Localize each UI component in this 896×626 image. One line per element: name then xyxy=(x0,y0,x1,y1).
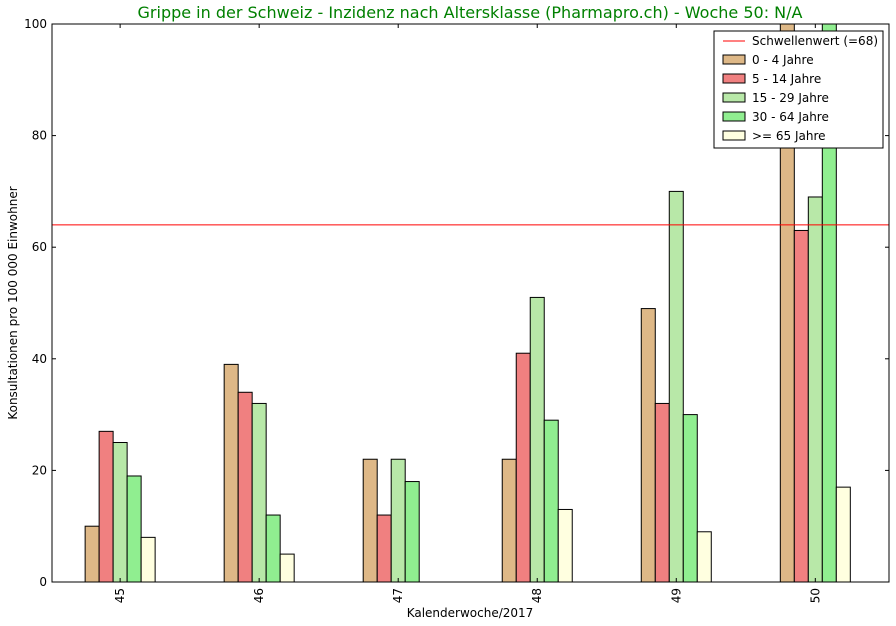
bar-15-29-jahre-week-47 xyxy=(390,458,406,582)
legend-box xyxy=(713,30,884,149)
bar--65-jahre-week-49 xyxy=(696,531,712,582)
legend-label: 0 - 4 Jahre xyxy=(752,53,814,67)
bar-15-29-jahre-week-46 xyxy=(251,402,267,582)
bar-5-14-jahre-week-49 xyxy=(654,402,670,582)
legend: Schwellenwert (=68) 0 - 4 Jahre 5 - 14 Jah… xyxy=(713,30,884,149)
legend-label: 5 - 14 Jahre xyxy=(752,72,821,86)
bars-group xyxy=(84,24,851,582)
y-tick-label: 100 xyxy=(24,17,47,31)
chart-title: Grippe in der Schweiz - Inzidenz nach Al… xyxy=(138,3,803,22)
y-tick-label: 0 xyxy=(39,575,47,589)
bar-5-14-jahre-week-48 xyxy=(515,352,531,582)
bar-30-64-jahre-week-47 xyxy=(404,481,420,582)
bar-5-14-jahre-week-45 xyxy=(98,430,114,582)
bar-0-4-jahre-week-47 xyxy=(362,458,378,582)
bar-0-4-jahre-week-49 xyxy=(640,308,656,582)
y-tick-label: 60 xyxy=(32,240,47,254)
x-tick-label: 48 xyxy=(530,588,544,603)
plot-frame xyxy=(51,23,890,583)
legend-label: 30 - 64 Jahre xyxy=(752,110,829,124)
bar--65-jahre-week-50 xyxy=(835,486,851,582)
bar-5-14-jahre-week-46 xyxy=(237,391,253,582)
bar-5-14-jahre-week-50 xyxy=(793,229,809,582)
legend-swatch xyxy=(722,130,746,141)
legend-label: >= 65 Jahre xyxy=(752,129,826,143)
bar-0-4-jahre-week-48 xyxy=(501,458,517,582)
x-tick-label: 47 xyxy=(391,588,405,603)
bar--65-jahre-week-48 xyxy=(557,508,573,582)
bar-30-64-jahre-week-50 xyxy=(821,24,837,582)
y-tick-label: 20 xyxy=(32,463,47,477)
y-axis-label: Konsultationen pro 100 000 Einwohner xyxy=(6,186,20,419)
legend-label: 15 - 29 Jahre xyxy=(752,91,829,105)
bar-30-64-jahre-week-49 xyxy=(682,414,698,582)
x-axis-label: Kalenderwoche/2017 xyxy=(407,606,534,620)
bar-15-29-jahre-week-50 xyxy=(807,196,823,582)
bar-15-29-jahre-week-48 xyxy=(529,296,545,582)
x-tick-label: 46 xyxy=(252,588,266,603)
x-tick-label: 49 xyxy=(669,588,683,603)
bar--65-jahre-week-46 xyxy=(279,553,295,582)
legend-label-threshold: Schwellenwert (=68) xyxy=(752,34,878,48)
bar--65-jahre-week-45 xyxy=(140,536,156,582)
bar-0-4-jahre-week-45 xyxy=(84,525,100,582)
legend-swatch xyxy=(722,73,746,84)
bar-5-14-jahre-week-47 xyxy=(376,514,392,582)
x-tick-label: 50 xyxy=(808,588,822,603)
bar-30-64-jahre-week-45 xyxy=(126,475,142,582)
x-axis: 45 46 47 48 49 50 xyxy=(113,24,822,603)
y-axis: 0 20 40 60 80 100 xyxy=(24,17,889,589)
legend-swatch xyxy=(722,54,746,65)
x-tick-label: 45 xyxy=(113,588,127,603)
bar-15-29-jahre-week-49 xyxy=(668,190,684,582)
legend-swatch xyxy=(722,111,746,122)
y-tick-label: 80 xyxy=(32,129,47,143)
legend-swatch xyxy=(722,92,746,103)
bar-15-29-jahre-week-45 xyxy=(112,442,128,582)
bar-30-64-jahre-week-46 xyxy=(265,514,281,582)
y-tick-label: 40 xyxy=(32,352,47,366)
bar-30-64-jahre-week-48 xyxy=(543,419,559,582)
bar-0-4-jahre-week-46 xyxy=(223,363,239,582)
